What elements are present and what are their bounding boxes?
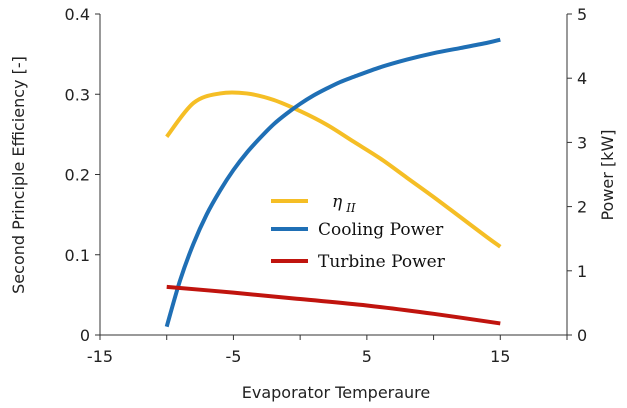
- series-cooling-power-line: [164, 37, 501, 328]
- y-right-axis-title: Power [kW]: [598, 129, 617, 220]
- x-axis-title: Evaporator Temperaure: [242, 383, 431, 402]
- legend-item-eta-label: η II: [332, 192, 356, 215]
- y-left-tick-label: 0.1: [65, 246, 90, 265]
- y-right-tick-label: 3: [577, 133, 587, 152]
- legend-item-turbine-power-label: Turbine Power: [318, 252, 446, 272]
- legend: η II Cooling Power Turbine Power: [271, 192, 446, 272]
- x-tick-label: -5: [225, 347, 241, 366]
- y-right-tick-label: 2: [577, 198, 587, 217]
- y-left-tick-label: 0: [80, 326, 90, 345]
- y-right-tick-label: 1: [577, 262, 587, 281]
- y-right-tick-label: 0: [577, 326, 587, 345]
- x-tick-label: 15: [490, 347, 510, 366]
- y-left-tick-label: 0.3: [65, 85, 90, 104]
- y-right-tick-label: 5: [577, 5, 587, 24]
- series-eta-line: [165, 90, 502, 249]
- y-left-tick-label: 0.2: [65, 166, 90, 185]
- x-tick-label: 5: [362, 347, 372, 366]
- y-left-tick-label: 0.4: [65, 5, 90, 24]
- y-left-axis-title: Second Principle Efficiency [-]: [9, 56, 28, 294]
- axes: -15 -5 5 15 0 0.1 0.2 0.3 0.4 0 1 2 3 4 5: [65, 5, 588, 366]
- legend-item-cooling-power-label: Cooling Power: [318, 220, 444, 240]
- legend-item-eta-subscript: II: [345, 201, 356, 215]
- series-turbine-power-line: [166, 284, 501, 326]
- x-tick-label: -15: [87, 347, 113, 366]
- series-layer: [164, 37, 502, 328]
- y-right-tick-label: 4: [577, 69, 587, 88]
